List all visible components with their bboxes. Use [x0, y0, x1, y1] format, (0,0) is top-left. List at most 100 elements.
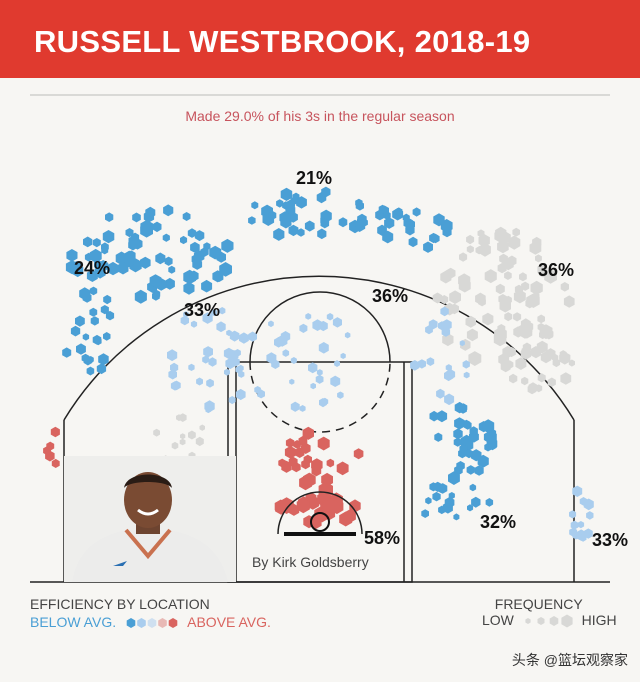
hexbin [305, 313, 312, 320]
hexbin [89, 286, 98, 296]
hexbin [552, 358, 561, 368]
hexbin [149, 274, 162, 288]
hexbin [441, 327, 451, 337]
hexbin [195, 436, 204, 447]
hexbin [225, 357, 236, 370]
efficiency-scale-icon [126, 618, 178, 629]
hexbin [469, 483, 477, 492]
hexbin [466, 245, 474, 254]
hexbin [190, 241, 200, 253]
hexbin [201, 279, 213, 293]
hexbin [445, 267, 456, 279]
hexbin [485, 498, 494, 507]
hexbin [563, 295, 575, 308]
hexbin [194, 230, 205, 242]
hexbin [199, 424, 205, 431]
hexbin [444, 370, 454, 382]
hexbin [168, 369, 177, 380]
hexbin [72, 264, 84, 278]
hexbin [517, 357, 525, 366]
hexbin [202, 355, 210, 364]
hexbin [495, 283, 505, 295]
zone-label-right-baseline: 32% [480, 512, 516, 532]
hexbin [535, 254, 542, 263]
hexbin [475, 246, 483, 255]
hexbin [196, 377, 203, 386]
hexbin [140, 219, 153, 235]
hexbin [545, 348, 556, 360]
hexbin [478, 297, 486, 307]
hexbin [229, 330, 240, 342]
hexbin [293, 440, 301, 449]
hexbin [497, 324, 506, 333]
title-banner: RUSSELL WESTBROOK, 2018-19 [0, 0, 640, 78]
hexbin [425, 497, 432, 505]
hexbin [559, 351, 571, 365]
hexbin [280, 187, 293, 201]
hexbin [66, 249, 78, 262]
hexbin [282, 349, 290, 357]
hexbin [499, 253, 508, 264]
hexbin [577, 521, 585, 529]
hexbin [219, 262, 232, 277]
hexbin [290, 357, 297, 364]
free-throw-circle-top [249, 291, 391, 363]
hexbin [535, 384, 543, 393]
hexbin [92, 238, 101, 248]
hexbin [456, 461, 465, 471]
hexbin [210, 309, 218, 317]
hexbin [425, 325, 433, 335]
hexbin [268, 320, 274, 328]
hexbin [180, 235, 188, 245]
hexbin [405, 224, 415, 236]
hexbin [442, 309, 448, 316]
hexbin [192, 258, 203, 270]
hexbin [560, 372, 572, 385]
hexbin [301, 459, 310, 470]
hexbin [288, 456, 298, 467]
hexbin [279, 497, 294, 514]
hexbin [203, 346, 213, 358]
hexbin [155, 252, 166, 265]
hexbin [570, 520, 579, 530]
hexbin [203, 242, 211, 251]
hexbin [453, 428, 463, 440]
hexbin [378, 204, 387, 214]
hexbin [586, 511, 594, 520]
hexbin [299, 405, 306, 412]
hexbin [98, 353, 109, 366]
hexbin [101, 246, 109, 255]
hexbin [190, 320, 198, 328]
hexbin [513, 289, 526, 304]
hexbin [216, 321, 226, 333]
hexbin [228, 396, 236, 405]
player-photo [64, 456, 236, 582]
hexbin [180, 315, 189, 326]
hexbin [278, 458, 286, 468]
hexbin [465, 315, 476, 328]
hexbin [508, 235, 521, 250]
basket [277, 491, 363, 536]
legend-hex [126, 618, 136, 629]
hexbin [297, 228, 305, 237]
hexbin [463, 420, 472, 430]
hexbin [102, 230, 115, 244]
hexbin [349, 499, 361, 513]
hexbin [326, 458, 335, 468]
hexbin [583, 528, 593, 539]
hexbin [221, 238, 234, 253]
hexbin [423, 241, 433, 253]
hexbin [273, 228, 285, 241]
hexbin [180, 433, 186, 440]
hexbin [449, 290, 461, 304]
hexbin [310, 382, 316, 390]
hexbin [521, 281, 530, 291]
hexbin [470, 449, 482, 462]
hexbin [459, 340, 465, 347]
hexbin [212, 248, 221, 258]
hoop-icon [310, 512, 330, 532]
hexbin [299, 323, 308, 333]
hexbin [318, 481, 333, 499]
hexbin [426, 357, 435, 366]
frequency-scale-icon [525, 614, 573, 628]
